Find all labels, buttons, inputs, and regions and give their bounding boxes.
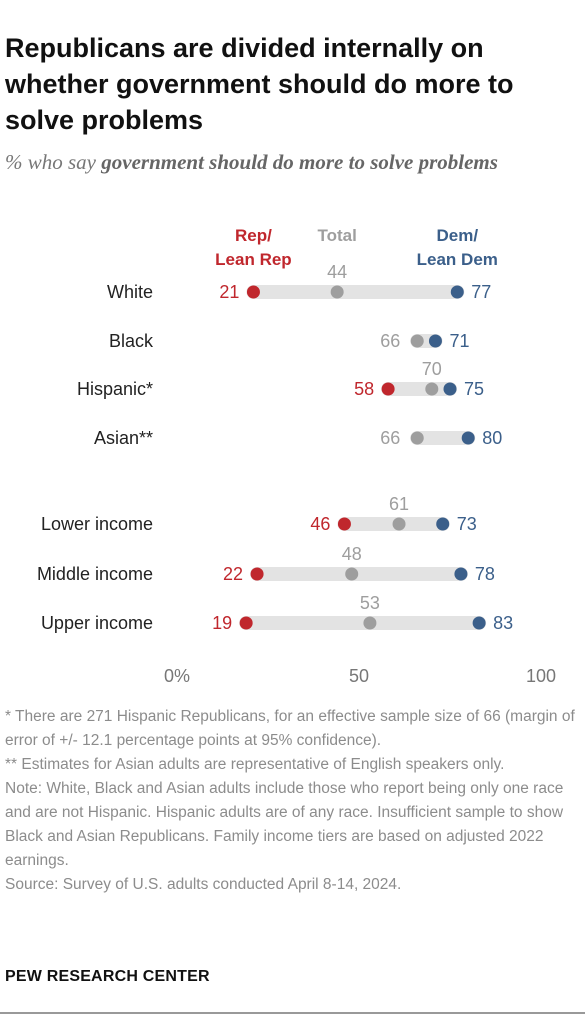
category-label: Lower income bbox=[41, 514, 153, 534]
total-value-label: 48 bbox=[342, 544, 362, 564]
category-label: Middle income bbox=[37, 564, 153, 584]
dem-dot bbox=[454, 567, 468, 581]
chart-title: Republicans are divided internally on wh… bbox=[5, 33, 514, 135]
total-dot bbox=[410, 431, 424, 445]
dem-value-label: 78 bbox=[475, 564, 495, 584]
dem-value-label: 80 bbox=[482, 428, 502, 448]
total-dot bbox=[392, 517, 406, 531]
dem-dot bbox=[436, 517, 450, 531]
dem-value-label: 77 bbox=[471, 282, 491, 302]
total-dot bbox=[345, 567, 359, 581]
legend-dem-label: Dem/ bbox=[436, 226, 478, 245]
subtitle-prefix: % who say bbox=[5, 150, 102, 174]
total-value-label: 66 bbox=[380, 331, 400, 351]
footnote-hispanic: * There are 271 Hispanic Republicans, fo… bbox=[5, 708, 575, 749]
footnote-asian: ** Estimates for Asian adults are repres… bbox=[5, 756, 505, 773]
rep-dot bbox=[250, 567, 264, 581]
category-label: Asian** bbox=[94, 428, 153, 448]
source: Source: Survey of U.S. adults conducted … bbox=[5, 876, 402, 893]
rep-dot bbox=[337, 517, 351, 531]
rep-dot bbox=[239, 616, 253, 630]
total-value-label: 44 bbox=[327, 262, 347, 282]
legend-dem-label: Lean Dem bbox=[417, 250, 498, 269]
x-tick-label: 0% bbox=[164, 666, 190, 686]
category-label: Black bbox=[109, 331, 154, 351]
footnotes: * There are 271 Hispanic Republicans, fo… bbox=[5, 705, 575, 897]
rep-dot bbox=[246, 285, 260, 299]
subtitle-emphasis: government should do more to solve probl… bbox=[101, 150, 498, 174]
dem-dot bbox=[428, 334, 442, 348]
category-label: Upper income bbox=[41, 613, 153, 633]
dot-plot-chart: Rep/Lean Rep Total Dem/Lean Dem White 44 21 77… bbox=[37, 226, 556, 686]
x-tick-label: 100 bbox=[526, 666, 556, 686]
legend-total-label: Total bbox=[317, 226, 356, 245]
dem-value-label: 71 bbox=[449, 331, 469, 351]
rep-value-label: 58 bbox=[354, 379, 374, 399]
rep-value-label: 21 bbox=[219, 282, 239, 302]
chart-subtitle: % who say government should do more to s… bbox=[5, 146, 575, 178]
total-value-label: 70 bbox=[422, 359, 442, 379]
total-value-label: 66 bbox=[380, 428, 400, 448]
rep-value-label: 46 bbox=[310, 514, 330, 534]
dem-value-label: 83 bbox=[493, 613, 513, 633]
total-dot bbox=[410, 334, 424, 348]
brand-logo-text: PEW RESEARCH CENTER bbox=[5, 968, 210, 985]
total-value-label: 53 bbox=[360, 593, 380, 613]
dem-dot bbox=[443, 382, 457, 396]
total-value-label: 61 bbox=[389, 494, 409, 514]
category-label: White bbox=[107, 282, 153, 302]
x-tick-label: 50 bbox=[349, 666, 369, 686]
dem-dot bbox=[450, 285, 464, 299]
rep-value-label: 19 bbox=[212, 613, 232, 633]
dem-value-label: 73 bbox=[457, 514, 477, 534]
total-dot bbox=[363, 616, 377, 630]
dem-value-label: 75 bbox=[464, 379, 484, 399]
rep-dot bbox=[381, 382, 395, 396]
total-dot bbox=[425, 382, 439, 396]
legend-rep-label: Rep/ bbox=[235, 226, 272, 245]
note: Note: White, Black and Asian adults incl… bbox=[5, 780, 564, 869]
bottom-rule bbox=[0, 1012, 585, 1014]
legend-rep-label: Lean Rep bbox=[215, 250, 292, 269]
dem-dot bbox=[472, 616, 486, 630]
rep-value-label: 22 bbox=[223, 564, 243, 584]
category-label: Hispanic* bbox=[77, 379, 153, 399]
dem-dot bbox=[461, 431, 475, 445]
total-dot bbox=[330, 285, 344, 299]
